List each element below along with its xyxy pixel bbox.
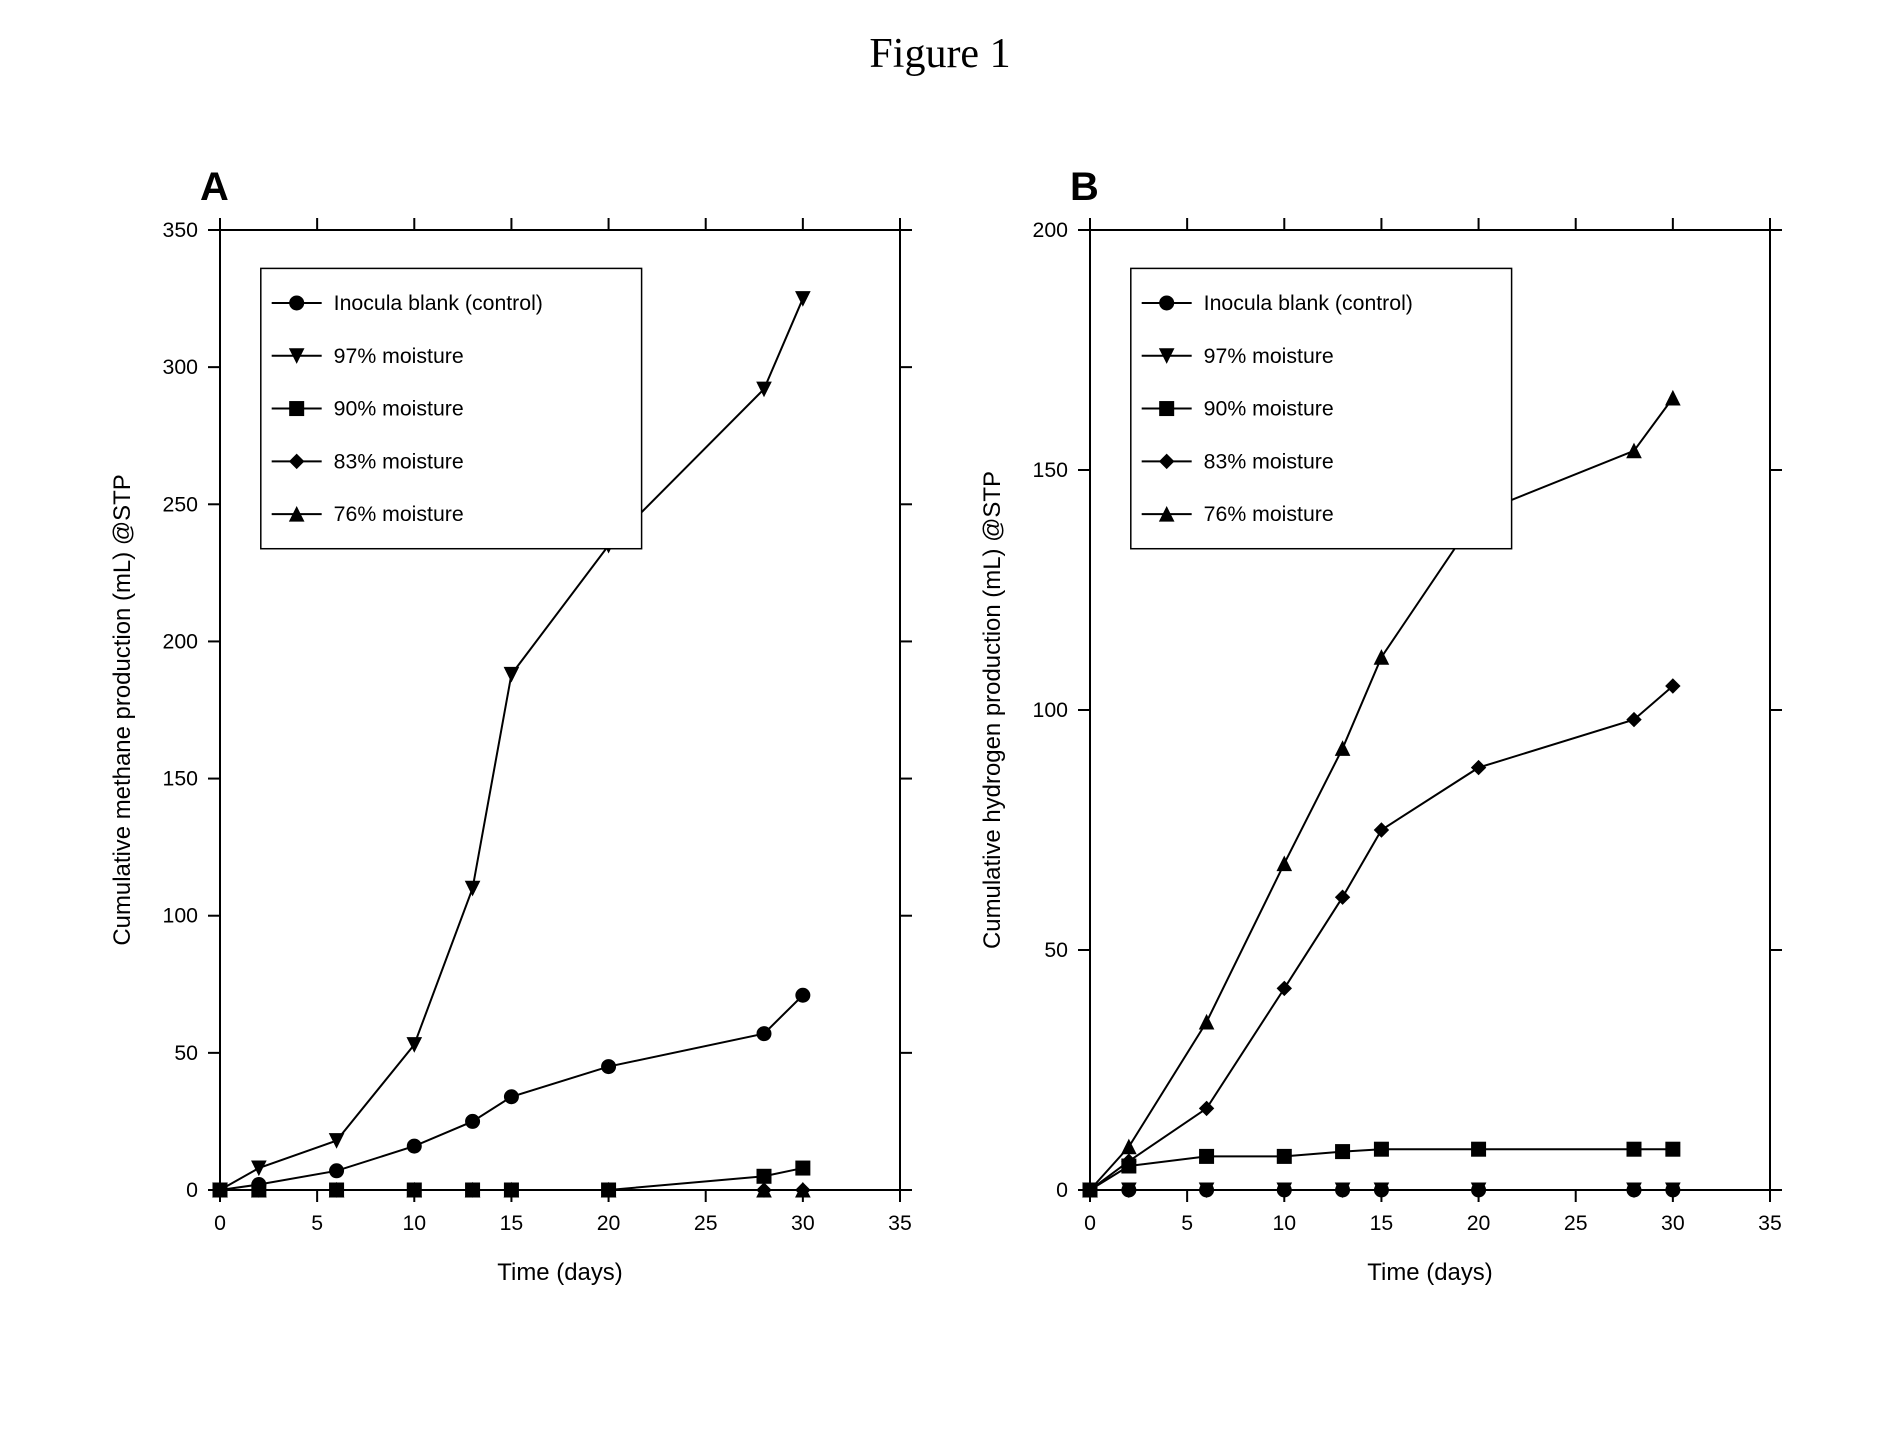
y-tick-label: 250 <box>163 492 198 516</box>
series-marker <box>1627 1142 1641 1156</box>
y-axis-label: Cumulative hydrogen production (mL) @STP <box>979 471 1006 949</box>
legend-item-label: 83% moisture <box>1204 449 1334 473</box>
series-marker <box>1277 857 1291 871</box>
panels-container: A05101520253035050100150200250300350Time… <box>90 140 1790 1320</box>
series-marker <box>602 1060 616 1074</box>
series-marker <box>1627 444 1641 458</box>
y-tick-label: 300 <box>163 355 198 379</box>
series-marker <box>466 1114 480 1128</box>
x-tick-label: 0 <box>214 1211 226 1235</box>
x-tick-label: 25 <box>694 1211 718 1235</box>
series-marker <box>466 881 480 895</box>
series-marker <box>407 1139 421 1153</box>
series-marker <box>1200 1149 1214 1163</box>
x-tick-label: 15 <box>500 1211 524 1235</box>
series-marker <box>1472 1142 1486 1156</box>
series-marker <box>1277 1149 1291 1163</box>
series-marker <box>1374 823 1388 837</box>
y-tick-label: 200 <box>163 629 198 653</box>
series-marker <box>1336 1145 1350 1159</box>
series-marker <box>796 988 810 1002</box>
y-tick-label: 350 <box>163 218 198 242</box>
legend-item-label: Inocula blank (control) <box>1204 291 1413 315</box>
y-tick-label: 200 <box>1033 218 1068 242</box>
x-tick-label: 20 <box>1467 1211 1491 1235</box>
series-marker <box>757 1169 771 1183</box>
x-axis-label: Time (days) <box>497 1259 622 1286</box>
y-tick-label: 150 <box>1033 458 1068 482</box>
y-tick-label: 50 <box>174 1041 198 1065</box>
y-tick-label: 0 <box>186 1178 198 1202</box>
x-tick-label: 15 <box>1370 1211 1394 1235</box>
panel-letter-B: B <box>1070 165 1099 209</box>
legend-item-label: 90% moisture <box>1204 397 1334 421</box>
legend-item-label: 97% moisture <box>334 344 464 368</box>
series-marker <box>1277 981 1291 995</box>
series-marker <box>1336 741 1350 755</box>
series-marker <box>1666 391 1680 405</box>
legend-item-label: 97% moisture <box>1204 344 1334 368</box>
series-marker <box>1336 890 1350 904</box>
legend-item-label: Inocula blank (control) <box>334 291 543 315</box>
y-tick-label: 0 <box>1056 1178 1068 1202</box>
y-tick-label: 100 <box>163 904 198 928</box>
legend-item-label: 76% moisture <box>334 502 464 526</box>
figure-caption: Figure 1 <box>0 30 1880 78</box>
x-tick-label: 30 <box>791 1211 815 1235</box>
series-marker <box>504 667 518 681</box>
legend-item-label: 76% moisture <box>1204 502 1334 526</box>
x-tick-label: 30 <box>1661 1211 1685 1235</box>
series-marker <box>1472 761 1486 775</box>
series-marker <box>1122 1140 1136 1154</box>
x-tick-label: 10 <box>402 1211 426 1235</box>
x-tick-label: 20 <box>597 1211 621 1235</box>
x-tick-label: 35 <box>888 1211 912 1235</box>
legend-item-label: 83% moisture <box>334 449 464 473</box>
series-marker <box>1200 1101 1214 1115</box>
series-marker <box>330 1164 344 1178</box>
panel-letter-A: A <box>200 165 229 209</box>
x-tick-label: 5 <box>311 1211 323 1235</box>
panel-B: B 0 5 10 15 20 25 30 35 0 50 100 150 200 Time (days) Cu… <box>960 140 1790 1320</box>
series-marker <box>330 1134 344 1148</box>
series-marker <box>504 1090 518 1104</box>
x-tick-label: 5 <box>1181 1211 1193 1235</box>
series-marker <box>252 1161 266 1175</box>
figure-page: Figure 1 A051015202530350501001502002503… <box>0 0 1880 1440</box>
series-marker <box>1374 650 1388 664</box>
series-marker <box>1374 1142 1388 1156</box>
x-tick-label: 10 <box>1272 1211 1296 1235</box>
x-tick-label: 35 <box>1758 1211 1782 1235</box>
series-marker <box>796 292 810 306</box>
series-marker <box>796 1161 810 1175</box>
x-tick-label: 25 <box>1564 1211 1588 1235</box>
legend-item-label: 90% moisture <box>334 397 464 421</box>
x-tick-label: 0 <box>1084 1211 1096 1235</box>
y-tick-label: 150 <box>163 767 198 791</box>
panel-A: A05101520253035050100150200250300350Time… <box>90 140 920 1320</box>
y-tick-label: 50 <box>1044 938 1068 962</box>
x-axis-label: Time (days) <box>1367 1259 1492 1286</box>
series-marker <box>1666 1142 1680 1156</box>
series-marker <box>757 1027 771 1041</box>
series-marker <box>1200 1015 1214 1029</box>
y-axis-label: Cumulative methane production (mL) @STP <box>109 474 136 945</box>
series-line <box>1090 686 1673 1190</box>
y-tick-label: 100 <box>1033 698 1068 722</box>
